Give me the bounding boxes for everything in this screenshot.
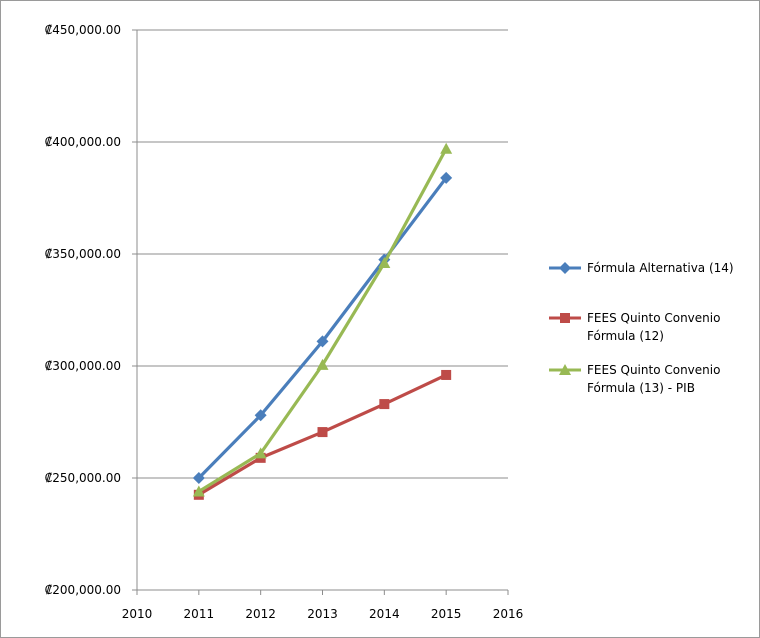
data-point-diamond: [254, 409, 267, 422]
series-1: [192, 171, 453, 484]
series-3: [192, 142, 453, 497]
legend-label: Fórmula (12): [587, 329, 664, 343]
data-point-diamond: [192, 472, 205, 484]
x-tick-label: 2013: [307, 607, 338, 621]
y-tick-label: ₡250,000.00: [45, 471, 121, 485]
data-point-triangle: [192, 485, 205, 497]
legend: Fórmula Alternativa (14) FEES Quinto Conv…: [549, 261, 734, 395]
data-point-diamond: [440, 171, 453, 184]
x-tick-label: 2010: [122, 607, 153, 621]
data-point-triangle: [254, 447, 267, 459]
y-tick-label: ₡300,000.00: [45, 359, 121, 373]
series-2: [193, 369, 452, 500]
x-tick-label: 2016: [493, 607, 524, 621]
y-axis-tick-labels: ₡200,000.00 ₡250,000.00 ₡300,000.00 ₡350,00…: [45, 23, 121, 597]
x-tick-label: 2012: [245, 607, 276, 621]
axes: [132, 29, 509, 595]
data-point-triangle: [378, 256, 391, 268]
data-point-square: [560, 313, 570, 323]
x-tick-label: 2011: [184, 607, 215, 621]
data-point-square: [441, 369, 452, 380]
legend-entry-1: Fórmula Alternativa (14): [549, 261, 734, 275]
legend-label: FEES Quinto Convenio: [587, 363, 720, 377]
legend-label: FEES Quinto Convenio: [587, 311, 720, 325]
legend-label: Fórmula (13) - PIB: [587, 381, 695, 395]
y-tick-label: ₡200,000.00: [45, 583, 121, 597]
legend-entry-2: FEES Quinto Convenio Fórmula (12): [549, 311, 720, 343]
legend-entry-3: FEES Quinto Convenio Fórmula (13) - PIB: [549, 363, 720, 395]
gridlines: [137, 29, 508, 479]
x-axis-tick-labels: 2010 2011 2012 2013 2014 2015 2016: [122, 607, 524, 621]
data-point-square: [379, 399, 390, 410]
data-point-diamond: [316, 335, 329, 348]
data-point-triangle: [316, 358, 329, 370]
data-point-square: [317, 427, 328, 438]
legend-label: Fórmula Alternativa (14): [587, 261, 734, 275]
series-lines: [192, 142, 453, 500]
data-point-triangle: [440, 142, 453, 154]
y-tick-label: ₡350,000.00: [45, 247, 121, 261]
y-tick-label: ₡400,000.00: [45, 135, 121, 149]
data-point-diamond: [559, 262, 571, 274]
x-tick-label: 2014: [369, 607, 400, 621]
x-tick-label: 2015: [431, 607, 462, 621]
data-point-triangle: [559, 364, 571, 375]
y-tick-label: ₡450,000.00: [45, 23, 121, 37]
